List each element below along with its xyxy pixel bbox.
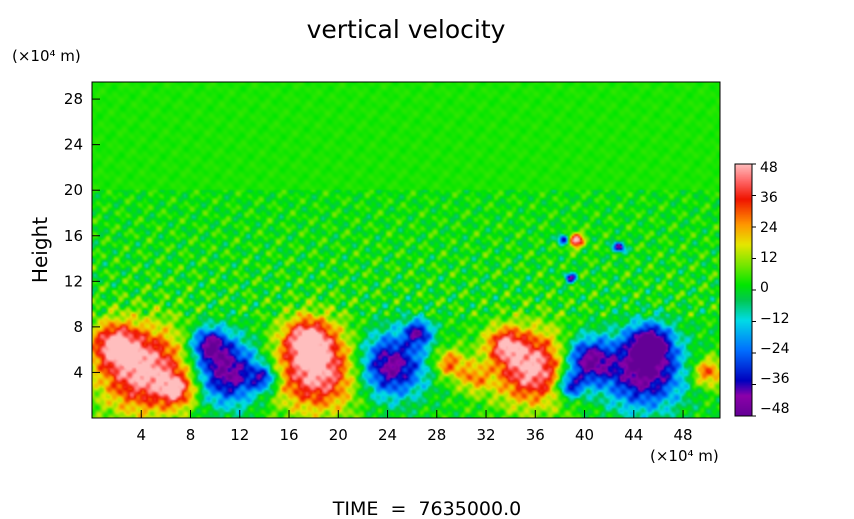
y-axis: 4 8 12 16 20 24 28 [64,90,100,381]
y-tick-label: 12 [64,272,83,290]
colorbar-tick-label: 48 [760,160,778,176]
colorbar-tick-label: 12 [760,250,778,266]
x-tick-label: 32 [476,426,495,444]
colorbar-tick-label: 0 [760,280,769,296]
x-tick-label: 36 [526,426,545,444]
heatmap-plot [91,81,721,419]
x-tick-label: 16 [279,426,298,444]
chart-title: vertical velocity [307,15,506,44]
x-unit-label: (×10⁴ m) [650,447,719,465]
x-tick-label: 44 [624,426,643,444]
x-tick-label: 48 [674,426,693,444]
colorbar-tick-label: −36 [760,371,790,387]
colorbar-gradient [735,164,752,416]
y-tick-label: 16 [64,227,83,245]
y-tick-label: 4 [73,363,83,381]
x-tick-label: 40 [575,426,594,444]
y-axis-label: Height [28,217,52,283]
y-tick-label: 24 [64,136,83,154]
plot-frame [91,81,721,419]
x-axis: 4 8 12 16 20 24 28 32 36 40 44 48 [136,410,693,444]
x-tick-label: 28 [427,426,446,444]
x-tick-label: 24 [378,426,397,444]
y-tick-label: 28 [64,90,83,108]
colorbar-tick-label: 24 [760,220,778,236]
colorbar-tick-label: −12 [760,311,790,327]
heatmap-image [92,82,720,418]
x-tick-label: 20 [329,426,348,444]
x-tick-label: 12 [230,426,249,444]
y-unit-label: (×10⁴ m) [12,47,81,65]
y-tick-label: 20 [64,181,83,199]
colorbar: 48 36 24 12 0 −12 −24 −36 −48 [734,160,790,417]
colorbar-tick-label: −48 [760,401,790,417]
colorbar-tick-label: 36 [760,190,778,206]
y-tick-label: 8 [73,318,83,336]
colorbar-tick-label: −24 [760,341,790,357]
time-footer: TIME = 7635000.0 [332,498,521,519]
x-tick-label: 8 [186,426,196,444]
colorbar-ticks: 48 36 24 12 0 −12 −24 −36 −48 [752,160,790,417]
x-tick-label: 4 [136,426,146,444]
